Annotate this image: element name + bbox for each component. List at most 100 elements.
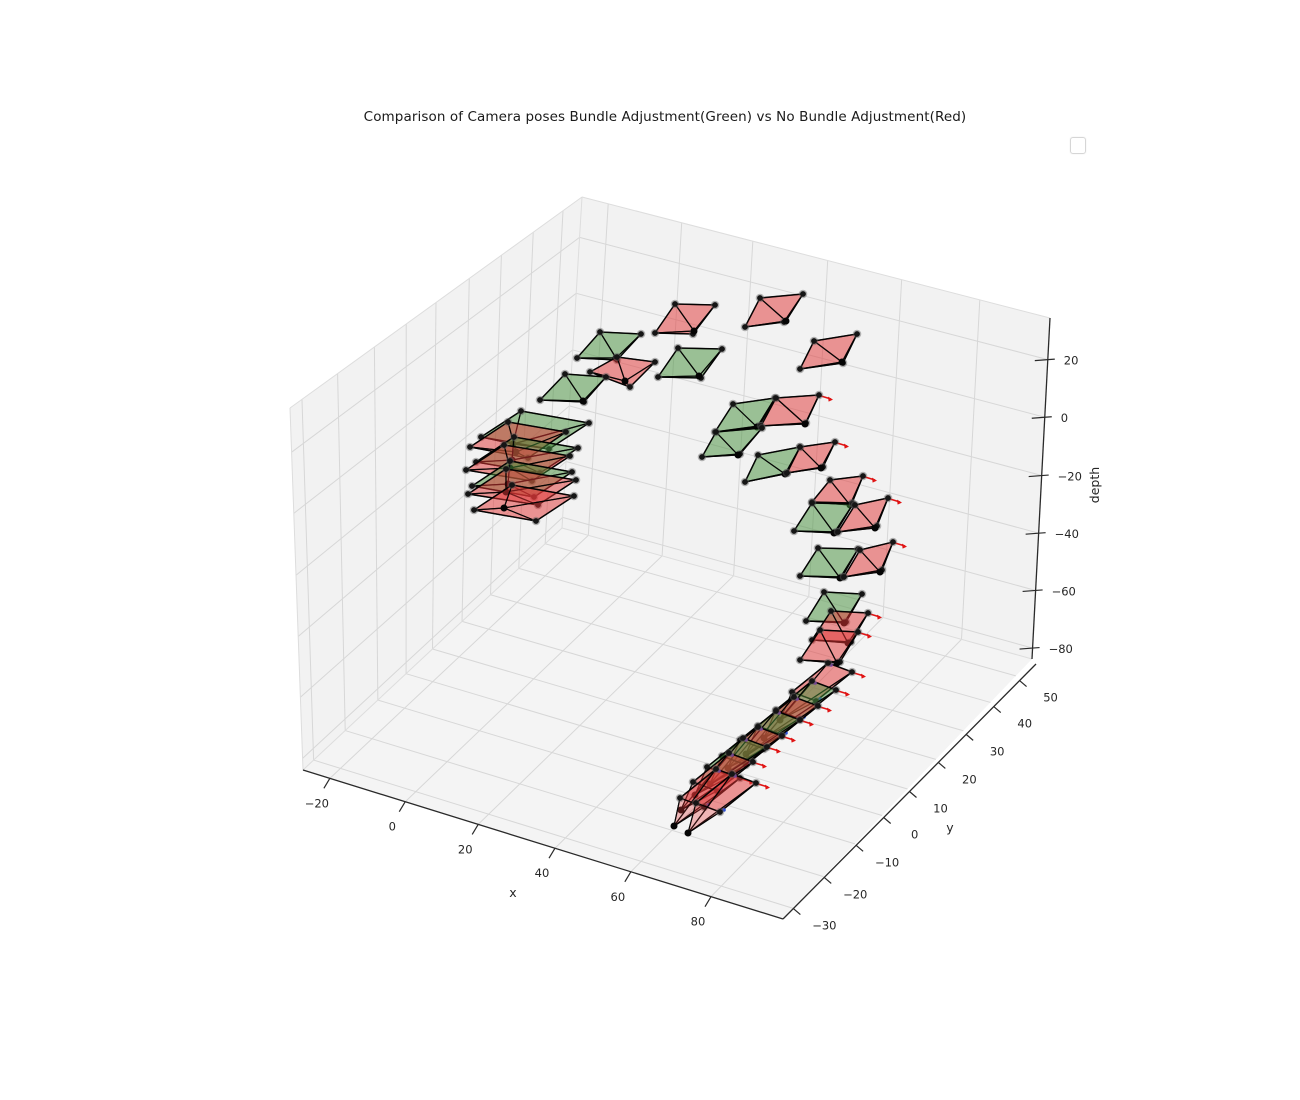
- camera-center-marker: [690, 327, 698, 335]
- pane-floor: [303, 528, 1032, 919]
- x-tick: [323, 778, 331, 789]
- corner-marker: [833, 687, 839, 693]
- depth-axis-spine: [1031, 317, 1051, 660]
- corner-marker: [467, 444, 473, 450]
- corner-marker: [505, 419, 511, 425]
- camera-axis-arrowhead-red: [762, 763, 767, 769]
- corner-marker: [562, 371, 568, 377]
- legend-empty-box: [1070, 137, 1086, 154]
- corner-marker: [854, 331, 860, 337]
- grid-floor-y: [545, 543, 1016, 677]
- corner-marker: [859, 591, 865, 597]
- corner-marker: [755, 724, 761, 730]
- x-tick: [704, 896, 712, 907]
- corner-marker: [693, 800, 699, 806]
- grid-leftwall-z: [291, 236, 580, 453]
- corner-marker: [655, 374, 661, 380]
- x-label: 40: [535, 866, 550, 880]
- corner-marker: [759, 425, 765, 431]
- grid-leftwall-y: [301, 399, 315, 761]
- corner-marker: [717, 809, 723, 815]
- corner-marker: [779, 733, 785, 739]
- camera-center-marker: [840, 619, 848, 627]
- camera-center-marker: [724, 764, 732, 772]
- corner-marker: [704, 764, 710, 770]
- pane-edge: [581, 196, 1051, 319]
- y-tick: [1019, 680, 1027, 688]
- y-label: 10: [933, 802, 948, 816]
- corner-marker: [849, 669, 855, 675]
- grid-leftwall-z: [300, 461, 567, 698]
- corner-marker: [726, 750, 732, 756]
- camera-axis-arrowhead-red: [902, 543, 907, 549]
- corner-marker: [740, 735, 746, 741]
- camera-center-marker: [677, 806, 685, 814]
- corner-marker: [531, 494, 537, 500]
- depth-label: 20: [1064, 354, 1079, 368]
- corner-marker: [832, 439, 838, 445]
- corner-marker: [797, 366, 803, 372]
- pane-right-wall: [562, 197, 1050, 659]
- corner-marker: [773, 708, 779, 714]
- y-tick: [909, 791, 917, 798]
- corner-marker: [789, 689, 795, 695]
- corner-marker: [885, 495, 891, 501]
- grid-leftwall-y: [518, 232, 534, 569]
- corner-marker: [473, 459, 479, 465]
- grid-floor-y: [518, 567, 991, 703]
- corner-marker: [835, 529, 841, 535]
- corner-marker: [815, 703, 821, 709]
- corner-marker: [575, 445, 581, 451]
- y-label: 30: [990, 744, 1005, 758]
- camera-frustum-face-green: [657, 375, 702, 379]
- depth-label: −20: [1058, 470, 1082, 484]
- camera-center-marker: [621, 377, 629, 385]
- corner-marker: [573, 477, 579, 483]
- grid-rightwall-z: [576, 292, 1045, 418]
- camera-axis-arrowhead-red: [809, 721, 814, 727]
- corner-marker: [815, 545, 821, 551]
- depth-tick-nub: [1038, 532, 1046, 534]
- y-tick: [823, 876, 832, 884]
- camera-center-marker: [871, 524, 879, 532]
- grid-floor-y: [432, 648, 908, 790]
- corner-marker: [855, 629, 861, 635]
- corner-marker: [699, 454, 705, 460]
- grid-leftwall-y: [432, 302, 437, 650]
- grid-rightwall-x: [661, 222, 683, 556]
- grid-leftwall-y: [490, 255, 502, 595]
- corner-marker: [501, 442, 507, 448]
- camera-axis-arrowhead-red: [827, 707, 832, 713]
- grid-rightwall-z: [572, 349, 1042, 477]
- corner-marker: [803, 618, 809, 624]
- camera-center-marker: [579, 397, 587, 405]
- corner-marker: [471, 507, 477, 513]
- camera-axis-arrowhead-red: [877, 614, 882, 620]
- corner-marker: [742, 324, 748, 330]
- y-label: −10: [875, 855, 899, 869]
- corner-marker: [773, 395, 779, 401]
- corner-marker: [672, 301, 678, 307]
- pane-edge: [289, 196, 583, 409]
- x-tick: [624, 871, 632, 883]
- camera-center-marker: [670, 822, 678, 830]
- grid-rightwall-x: [587, 203, 609, 536]
- depth-tick-nub: [1035, 589, 1043, 592]
- y-tick: [993, 706, 1002, 714]
- grid-leftwall-y: [461, 278, 470, 622]
- pane-left-wall: [290, 197, 582, 770]
- corner-marker: [535, 502, 541, 508]
- camera-center-marker: [817, 464, 825, 472]
- x-tick: [548, 847, 556, 859]
- camera-frustum-face-red: [473, 507, 537, 522]
- pane-edge: [302, 527, 563, 771]
- chart-title: Comparison of Camera poses Bundle Adjust…: [363, 109, 967, 125]
- grid-leftwall-y: [337, 373, 346, 731]
- camera-axis-arrowhead-red: [867, 633, 872, 639]
- corner-marker: [469, 483, 475, 489]
- grid-floor-y: [490, 594, 964, 732]
- corner-marker: [797, 717, 803, 723]
- corner-marker: [828, 608, 834, 614]
